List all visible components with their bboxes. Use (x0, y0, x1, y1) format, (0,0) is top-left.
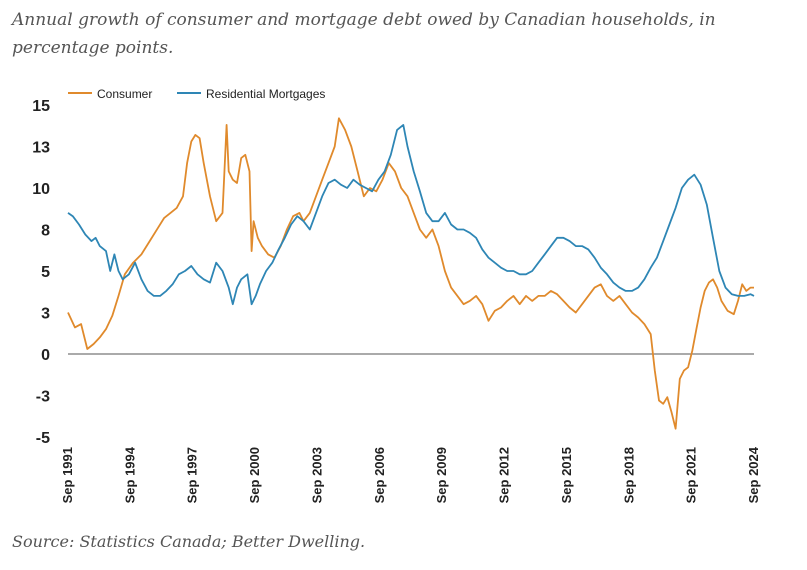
y-tick-label: 5 (41, 264, 50, 281)
x-tick-label: Sep 2009 (434, 447, 449, 503)
series-line-residential-mortgages (67, 124, 755, 306)
source-note: Source: Statistics Canada; Better Dwelli… (12, 532, 366, 551)
x-tick-label: Sep 1994 (122, 446, 137, 503)
series-line-consumer (67, 117, 754, 430)
x-tick-label: Sep 2015 (559, 447, 574, 503)
y-tick-label: -3 (36, 389, 50, 406)
y-tick-label: 10 (32, 181, 50, 198)
x-tick-label: Sep 2024 (746, 446, 761, 503)
chart-legend: Consumer Residential Mortgages (68, 87, 325, 101)
x-tick-label: Sep 2000 (247, 447, 262, 503)
x-tick-label: Sep 2012 (497, 447, 512, 503)
y-tick-label: 13 (32, 140, 50, 157)
y-tick-label: 0 (41, 347, 50, 364)
chart-series (67, 117, 755, 430)
y-tick-label: 15 (32, 98, 50, 115)
legend-label-residential-mortgages: Residential Mortgages (206, 87, 325, 101)
x-tick-label: Sep 1991 (60, 447, 75, 503)
y-tick-label: -5 (36, 430, 50, 447)
legend-label-consumer: Consumer (97, 87, 152, 101)
x-tick-label: Sep 2021 (684, 447, 699, 503)
y-axis-ticks: 15 13 10 8 5 3 0 -3 -5 (32, 98, 50, 447)
x-tick-label: Sep 2006 (372, 447, 387, 503)
y-tick-label: 8 (41, 223, 50, 240)
x-axis-ticks: Sep 1991 Sep 1994 Sep 1997 Sep 2000 Sep 2003… (60, 446, 761, 503)
x-tick-label: Sep 1997 (185, 447, 200, 503)
chart-title: Annual growth of consumer and mortgage d… (12, 10, 716, 58)
x-tick-label: Sep 2018 (621, 447, 636, 503)
x-tick-label: Sep 2003 (309, 447, 324, 503)
y-tick-label: 3 (41, 306, 50, 323)
